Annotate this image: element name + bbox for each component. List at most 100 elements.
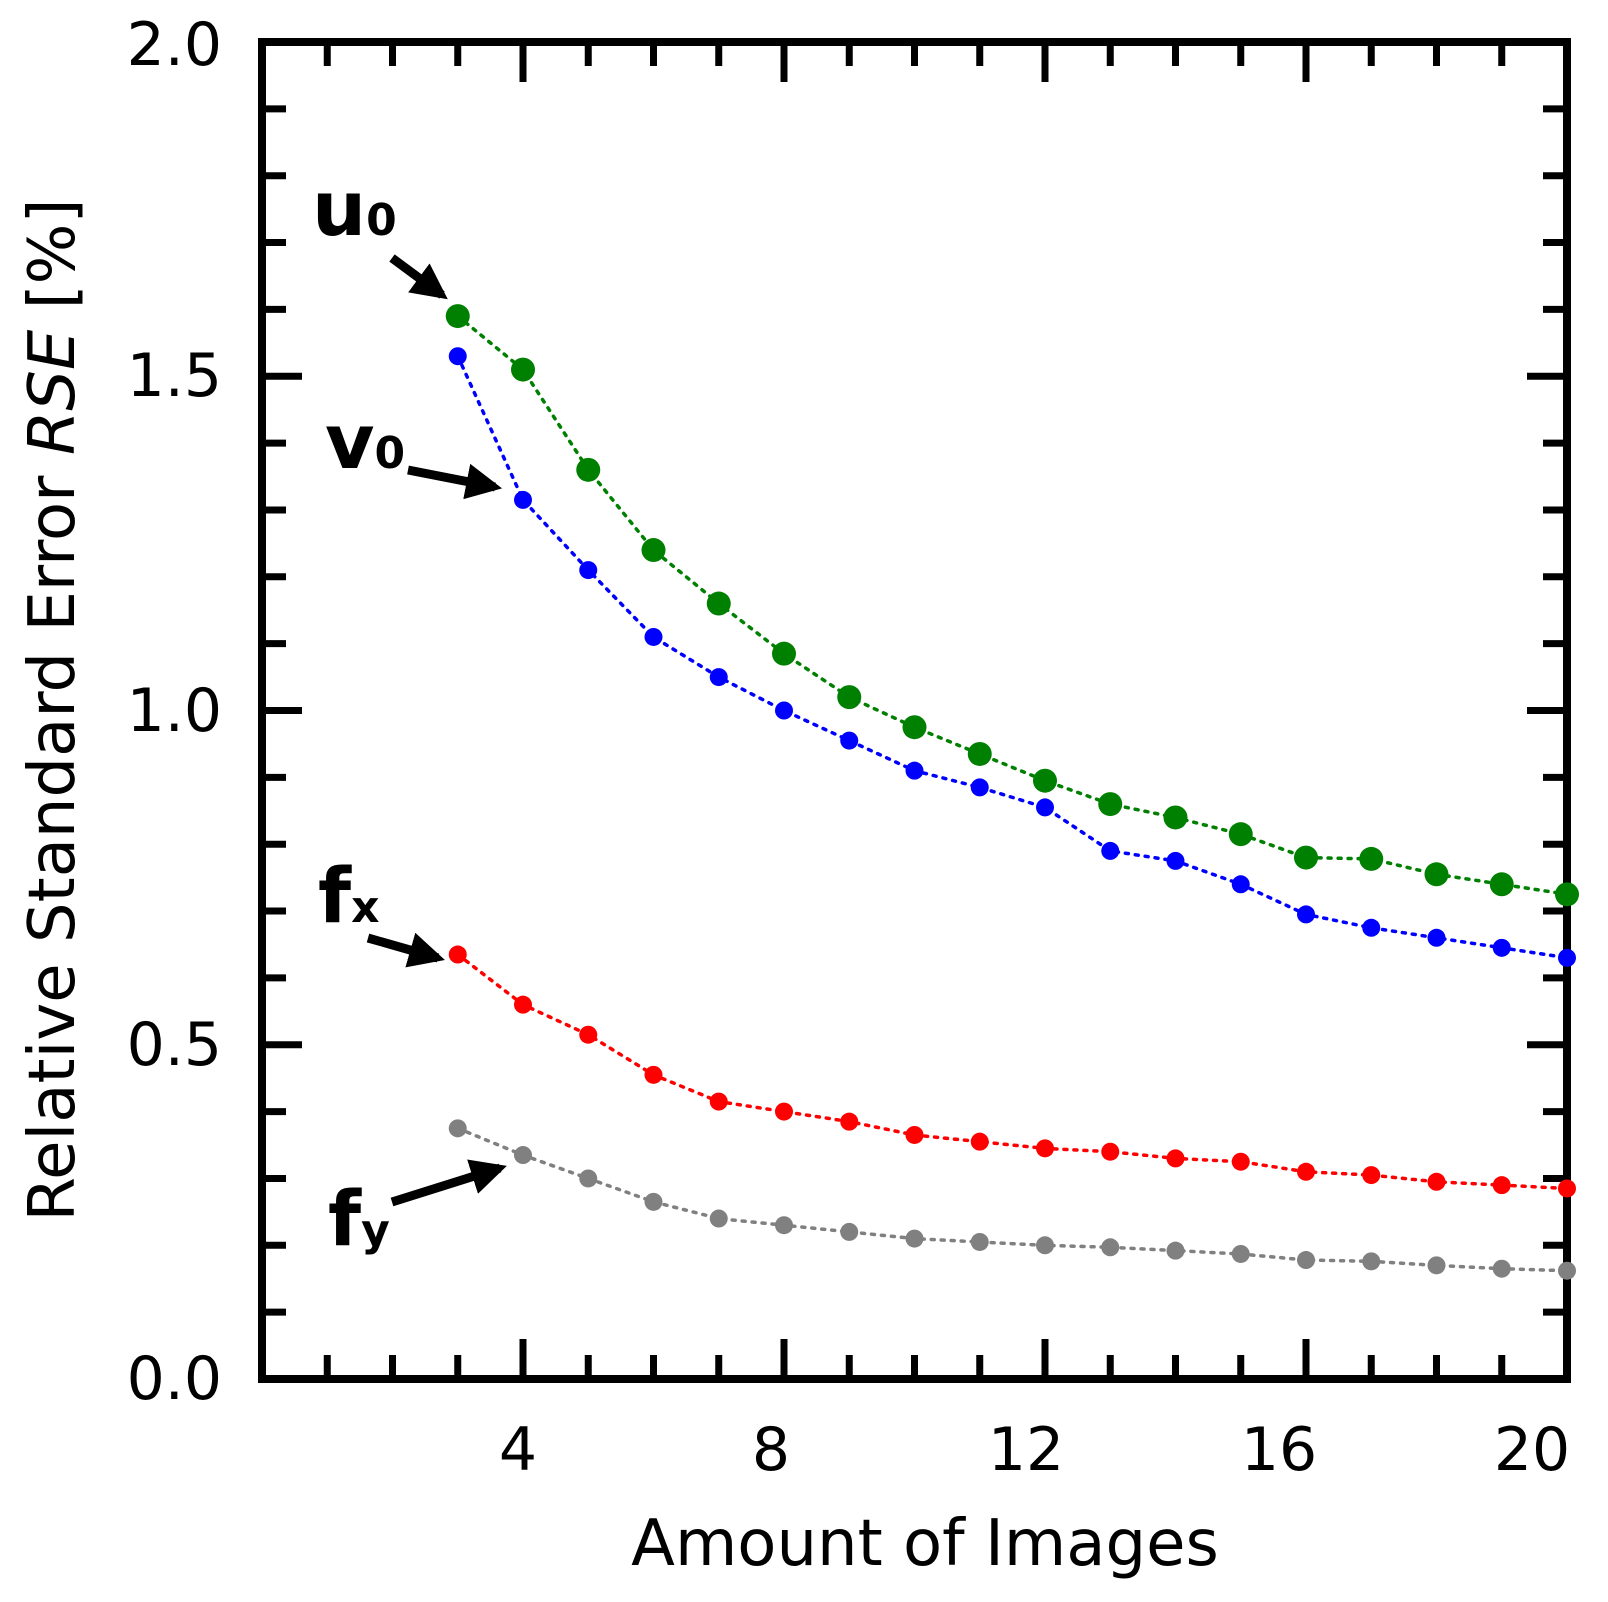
data-point-fy-5 <box>579 1169 598 1188</box>
data-point-u0-20 <box>1555 882 1579 907</box>
data-point-u0-19 <box>1489 872 1514 897</box>
data-point-v0-13 <box>1101 841 1120 860</box>
data-point-fy-6 <box>644 1192 663 1211</box>
data-point-fx-10 <box>905 1125 924 1144</box>
data-point-v0-14 <box>1166 851 1185 870</box>
series-v0 <box>448 347 1576 967</box>
data-point-v0-19 <box>1492 938 1511 957</box>
annotations: u0 v0 fx fy <box>312 164 507 1263</box>
data-point-fx-6 <box>644 1065 663 1084</box>
y-axis-label-suffix: [%] <box>16 199 90 330</box>
label-v0-sub: 0 <box>375 428 406 479</box>
data-point-u0-12 <box>1033 768 1057 793</box>
x-tick-label-20: 20 <box>1494 1415 1570 1485</box>
y-axis-label: Relative Standard Error RSE [%] <box>16 199 90 1222</box>
axis-ticks <box>262 42 1567 1379</box>
data-point-fx-12 <box>1036 1139 1054 1158</box>
series-line-v0 <box>456 354 1569 960</box>
data-point-u0-18 <box>1424 862 1449 887</box>
data-point-v0-18 <box>1427 928 1446 947</box>
label-fx-sub: x <box>351 882 379 933</box>
series-fy <box>448 1119 1576 1280</box>
series-fx <box>448 945 1576 1198</box>
data-point-fx-19 <box>1492 1176 1511 1195</box>
y-tick-label-1.5: 1.5 <box>127 341 222 411</box>
data-point-fx-14 <box>1166 1149 1185 1168</box>
data-point-fy-10 <box>905 1229 924 1248</box>
x-tick-labels: 4 8 12 16 20 <box>499 1415 1570 1485</box>
label-u0-sub: 0 <box>366 195 397 246</box>
data-point-v0-11 <box>970 778 989 797</box>
label-fy-main: f <box>328 1174 362 1263</box>
data-point-fx-13 <box>1101 1142 1120 1161</box>
data-point-u0-8 <box>772 641 796 666</box>
series-line-fx <box>456 952 1569 1191</box>
data-point-fx-11 <box>970 1132 989 1151</box>
data-point-fx-7 <box>709 1092 728 1111</box>
label-u0-main: u <box>312 164 366 253</box>
arrow-v0 <box>407 463 503 500</box>
data-point-fx-9 <box>840 1112 859 1131</box>
data-point-v0-9 <box>840 731 859 750</box>
data-point-fy-19 <box>1492 1259 1511 1278</box>
y-tick-label-2.0: 2.0 <box>127 10 222 80</box>
data-point-fy-16 <box>1297 1251 1315 1270</box>
data-point-u0-17 <box>1359 846 1384 871</box>
y-axis-label-prefix: Relative Standard Error <box>16 455 90 1221</box>
data-point-u0-13 <box>1098 792 1123 817</box>
data-point-fy-7 <box>709 1209 728 1228</box>
data-point-fy-8 <box>775 1216 793 1235</box>
series-line-fy <box>456 1126 1569 1273</box>
data-point-fy-11 <box>970 1232 989 1251</box>
data-point-u0-5 <box>576 457 601 482</box>
x-tick-label-4: 4 <box>499 1415 537 1485</box>
data-point-u0-10 <box>902 715 927 740</box>
series-layer <box>445 304 1579 1280</box>
data-point-fy-12 <box>1036 1236 1054 1255</box>
data-point-v0-3 <box>448 347 467 366</box>
y-tick-labels: 0.0 0.5 1.0 1.5 2.0 <box>127 10 222 1414</box>
series-label-u0: u0 <box>312 164 397 253</box>
data-point-fx-8 <box>775 1102 793 1121</box>
data-point-v0-8 <box>775 701 793 720</box>
data-point-u0-15 <box>1228 822 1253 847</box>
arrow-fy <box>390 1159 507 1207</box>
series-label-fy: fy <box>328 1174 390 1263</box>
label-v0-main: v <box>325 397 375 486</box>
data-point-fx-18 <box>1427 1172 1446 1191</box>
data-point-fy-20 <box>1558 1261 1576 1280</box>
data-point-v0-4 <box>514 490 532 509</box>
data-point-u0-9 <box>837 685 862 710</box>
data-point-u0-4 <box>511 357 535 382</box>
data-point-fy-18 <box>1427 1256 1446 1275</box>
data-point-fy-13 <box>1101 1238 1120 1257</box>
data-point-v0-20 <box>1558 948 1576 967</box>
data-point-fy-4 <box>514 1146 532 1165</box>
data-point-v0-15 <box>1231 875 1250 894</box>
x-tick-label-12: 12 <box>988 1415 1064 1485</box>
arrow-u0 <box>389 254 448 300</box>
data-point-fx-16 <box>1297 1162 1315 1181</box>
data-point-u0-3 <box>445 304 470 329</box>
data-point-fx-20 <box>1558 1179 1576 1198</box>
data-point-fy-17 <box>1362 1252 1381 1271</box>
series-u0 <box>445 304 1579 907</box>
data-point-v0-16 <box>1297 905 1315 924</box>
data-point-u0-11 <box>967 741 992 766</box>
data-point-fx-15 <box>1231 1152 1250 1171</box>
data-point-u0-6 <box>641 538 666 563</box>
series-label-v0: v0 <box>325 397 405 486</box>
data-point-v0-17 <box>1362 918 1381 937</box>
y-tick-label-1.0: 1.0 <box>127 676 222 746</box>
data-point-v0-10 <box>905 761 924 780</box>
data-point-v0-12 <box>1036 798 1054 817</box>
data-point-fx-4 <box>514 995 532 1014</box>
arrow-fx <box>366 932 445 968</box>
data-point-fy-15 <box>1231 1244 1250 1263</box>
y-tick-label-0: 0.0 <box>127 1344 222 1414</box>
x-tick-label-8: 8 <box>752 1415 790 1485</box>
label-fx-main: f <box>318 851 352 940</box>
data-point-fx-17 <box>1362 1166 1381 1185</box>
data-point-v0-7 <box>709 668 728 687</box>
